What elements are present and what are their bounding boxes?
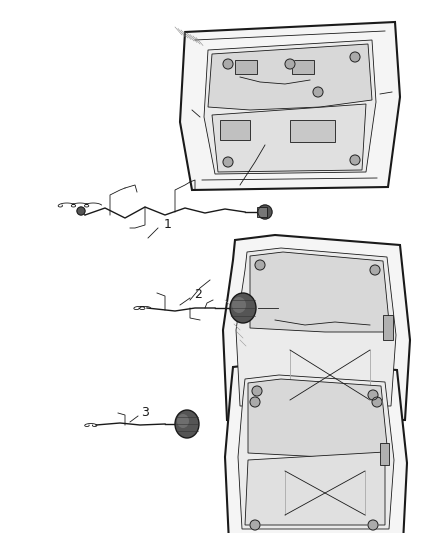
Circle shape: [252, 386, 262, 396]
Polygon shape: [212, 104, 366, 172]
Text: 1: 1: [164, 219, 172, 231]
Bar: [292, 60, 314, 74]
Circle shape: [258, 205, 272, 219]
Polygon shape: [225, 362, 407, 533]
Circle shape: [250, 520, 260, 530]
Ellipse shape: [230, 293, 256, 323]
Bar: [290, 120, 335, 142]
Bar: [257, 207, 267, 217]
Circle shape: [370, 265, 380, 275]
Circle shape: [223, 59, 233, 69]
Circle shape: [223, 157, 233, 167]
Polygon shape: [245, 452, 385, 525]
Circle shape: [285, 59, 295, 69]
Polygon shape: [223, 235, 410, 420]
Bar: [220, 120, 250, 140]
Polygon shape: [248, 379, 388, 457]
Bar: [383, 315, 393, 340]
Circle shape: [250, 397, 260, 407]
Circle shape: [313, 87, 323, 97]
Circle shape: [77, 207, 85, 215]
Polygon shape: [236, 248, 396, 406]
Text: 3: 3: [141, 406, 149, 418]
Circle shape: [350, 52, 360, 62]
Bar: [235, 60, 257, 74]
Circle shape: [372, 397, 382, 407]
Text: 2: 2: [194, 288, 202, 302]
Circle shape: [350, 155, 360, 165]
Ellipse shape: [177, 414, 189, 428]
Polygon shape: [204, 40, 376, 174]
Polygon shape: [250, 252, 390, 332]
Polygon shape: [238, 375, 394, 529]
Polygon shape: [180, 22, 400, 190]
Ellipse shape: [175, 410, 199, 438]
Ellipse shape: [232, 297, 246, 313]
Circle shape: [368, 520, 378, 530]
Circle shape: [255, 260, 265, 270]
Circle shape: [368, 390, 378, 400]
Bar: [380, 443, 389, 465]
Polygon shape: [208, 44, 372, 110]
